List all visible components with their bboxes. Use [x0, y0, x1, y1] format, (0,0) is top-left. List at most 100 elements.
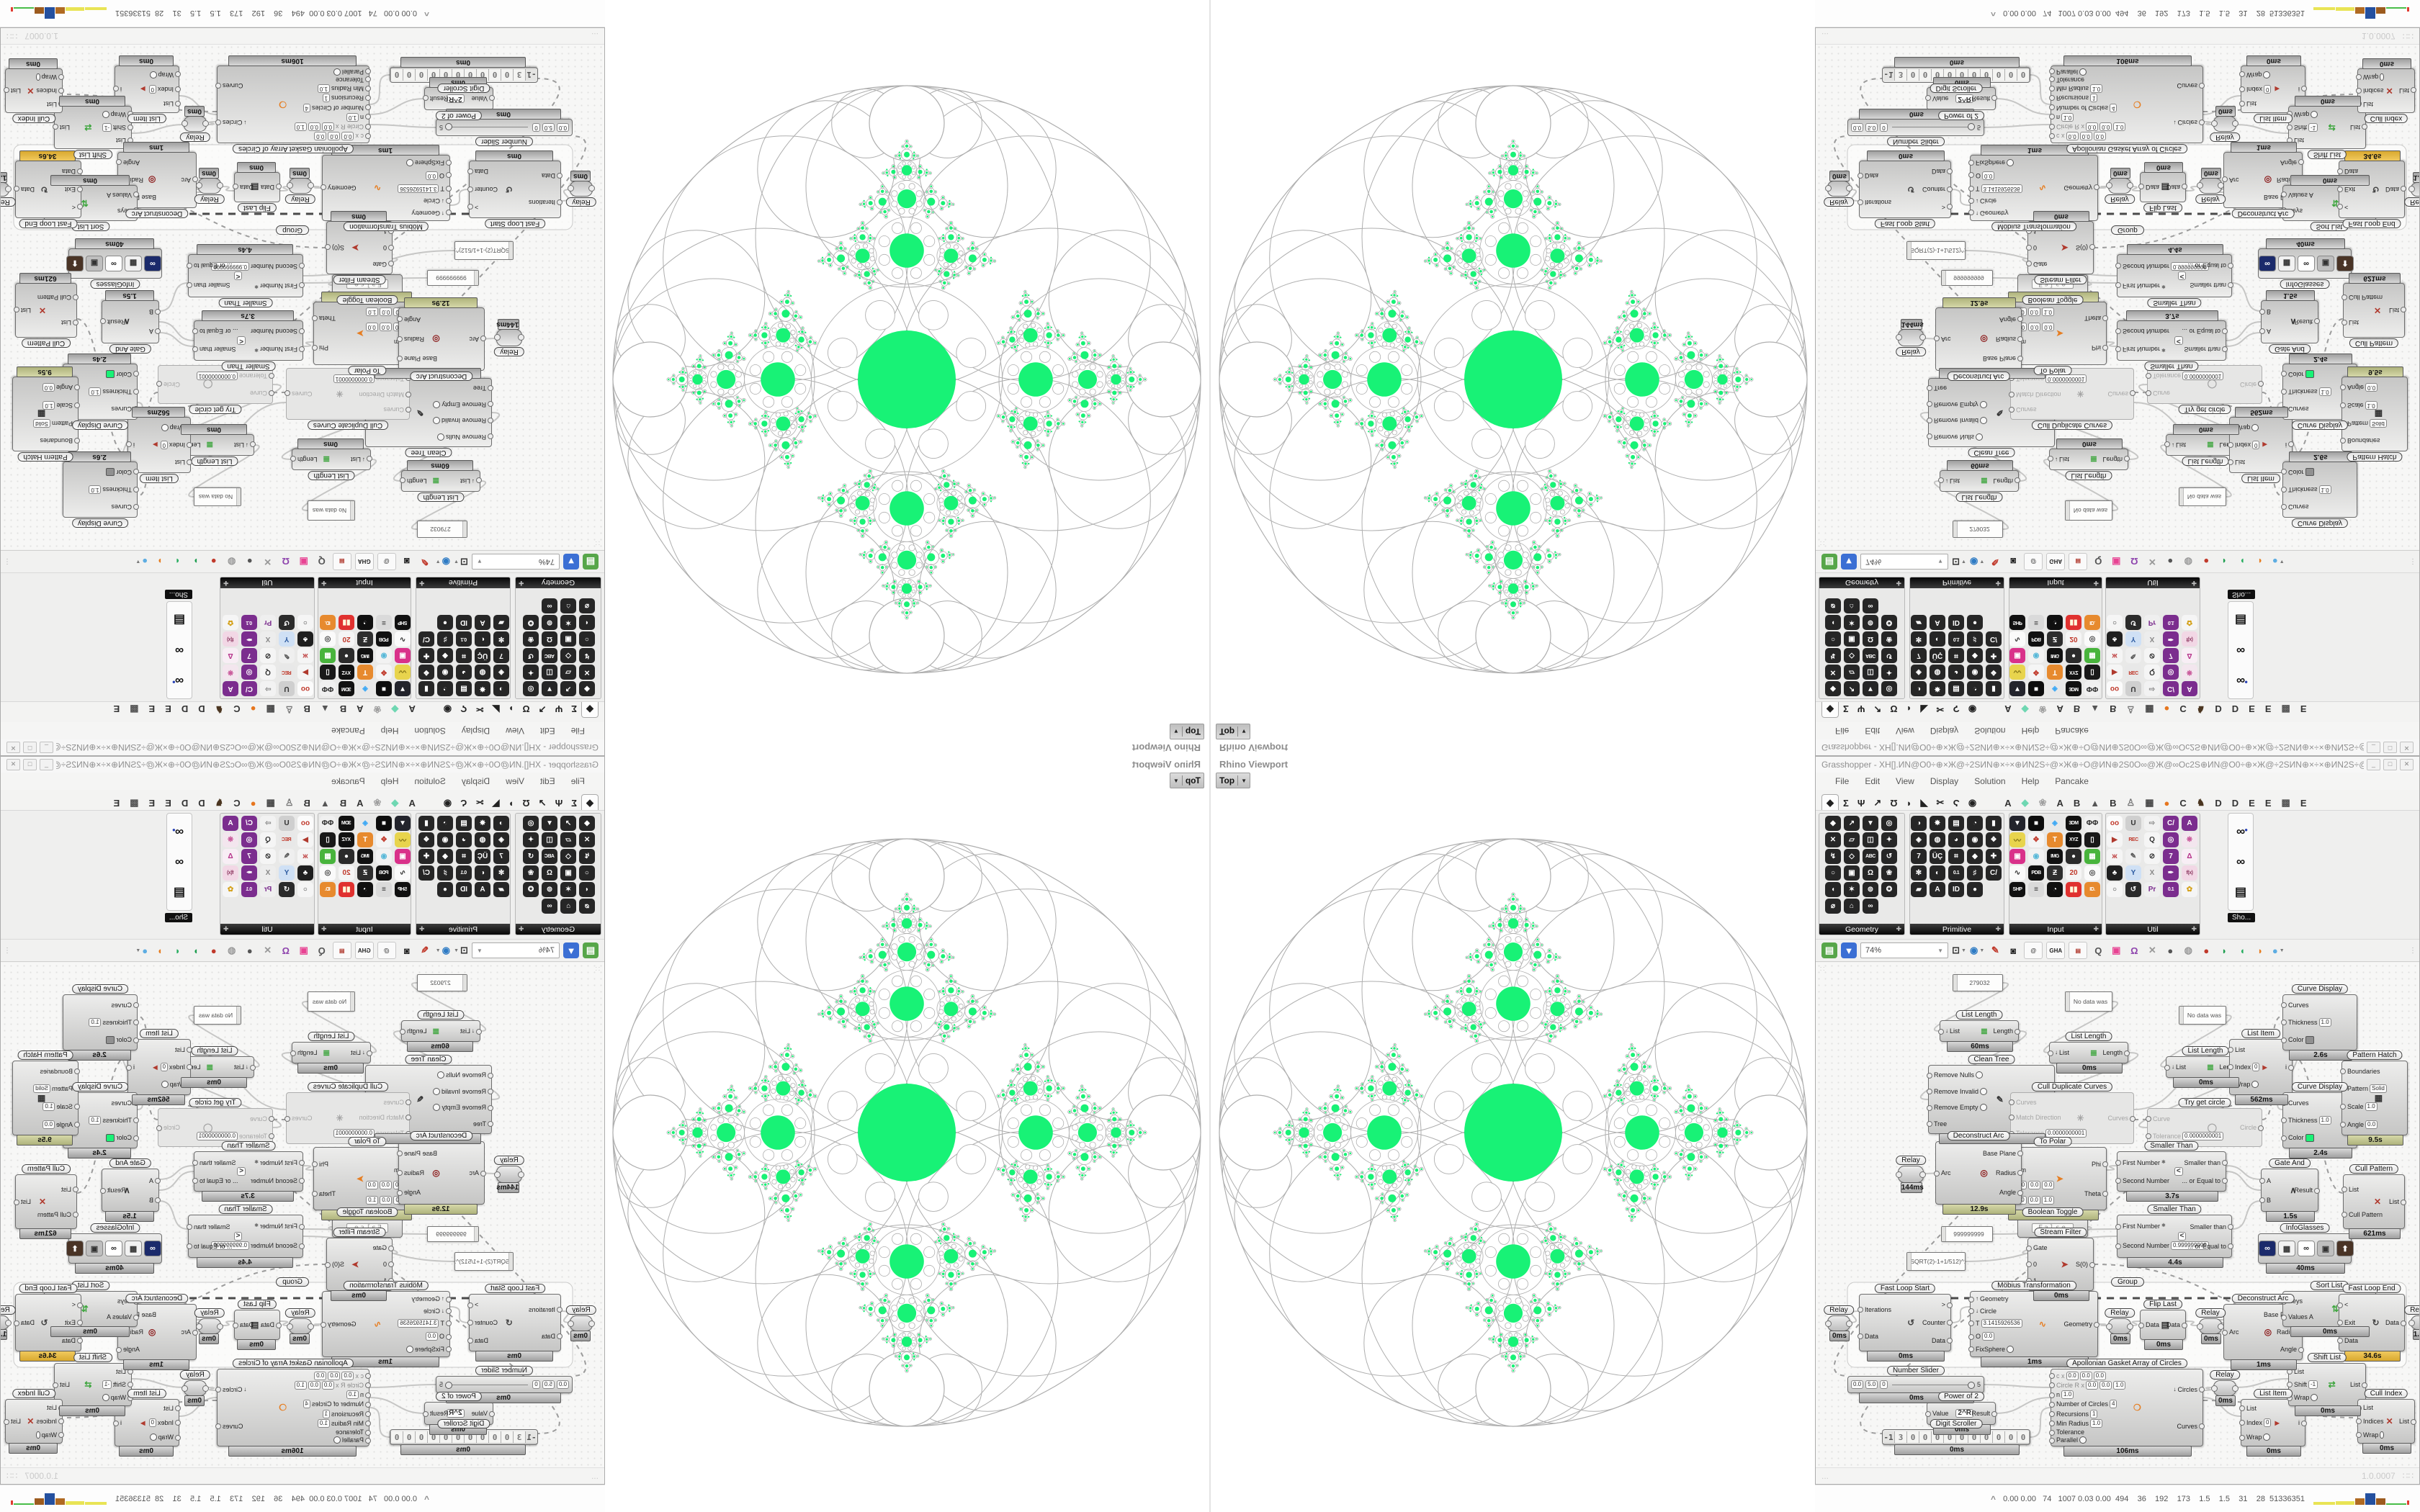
- component-icon[interactable]: ◇: [560, 648, 576, 663]
- component-icon[interactable]: T: [2047, 665, 2063, 680]
- gh-node-relay-m2[interactable]: Relay 0ms: [2195, 1308, 2226, 1344]
- tab-plugin-15[interactable]: E: [148, 703, 156, 714]
- component-icon[interactable]: ◈: [1911, 832, 1927, 847]
- gh-node-shift-list[interactable]: List Shift -1 Wrap ⇄ List Shift List 0ms: [2288, 96, 2366, 159]
- gh-node-deconstruct-arc-1[interactable]: Arc ◎ Base Plane Radius Angle Deconstruct Arc…: [398, 1131, 485, 1215]
- gh-node-list-length-1[interactable]: ↓ List ≣ Length List Length 60ms: [401, 460, 480, 502]
- component-icon[interactable]: ▮: [418, 816, 434, 831]
- component-icon[interactable]: ▦: [320, 648, 336, 663]
- gha-button[interactable]: GHA: [2046, 553, 2066, 570]
- gh-node-infoglasses[interactable]: ∞ ▦ ∞ ▣ ⬆ InfoGlasses 40ms: [66, 238, 162, 289]
- component-icon[interactable]: REC: [279, 665, 295, 680]
- toggle-circle-icon[interactable]: [1976, 433, 1984, 441]
- panel-label-input[interactable]: Input ✚: [2009, 577, 2102, 588]
- chevron-down-icon[interactable]: ▼: [1173, 728, 1179, 735]
- menu-item-solution[interactable]: Solution: [1974, 726, 2006, 736]
- component-icon[interactable]: ✻: [493, 631, 509, 647]
- rhino-viewport-pane[interactable]: Rhino Viewport Top ▼: [1210, 756, 1815, 1512]
- jacks-button[interactable]: ✕: [2145, 942, 2159, 958]
- component-icon[interactable]: Ƶ: [2047, 865, 2063, 881]
- component-icon[interactable]: ▣: [560, 865, 576, 881]
- value-chip[interactable]: 1.0: [89, 1115, 102, 1125]
- tab-plugin-12[interactable]: D: [198, 798, 205, 809]
- toggle-circle-icon[interactable]: [2251, 1081, 2259, 1089]
- component-icon[interactable]: 0.1: [2163, 882, 2179, 897]
- component-icon[interactable]: Ƶ: [357, 865, 373, 881]
- menu-item-display[interactable]: Display: [1930, 776, 1959, 786]
- component-icon[interactable]: ◎: [2084, 865, 2100, 881]
- component-icon[interactable]: ▰: [493, 882, 509, 897]
- info-icon[interactable]: ▦: [2278, 256, 2295, 271]
- component-icon[interactable]: ◈: [357, 681, 373, 696]
- digit-cell[interactable]: 0: [390, 69, 403, 81]
- gh-node-list-length-1[interactable]: ↓ List ≣ Length List Length 60ms: [1940, 460, 2019, 502]
- gh-node-apollonian-gasket[interactable]: c x 0.0 0.0 0.0 Circle R x 0.0 0.0 1.0 n 1.0 Numbe…: [217, 1359, 369, 1457]
- gh-node-flip-last[interactable]: Data ▤ Data Flip Last 0ms: [234, 162, 280, 212]
- tab-plugin-1[interactable]: ◆: [391, 704, 399, 715]
- gh-node-shift-list[interactable]: List Shift -1 Wrap ⇄ List Shift List 0ms: [2287, 1353, 2368, 1416]
- digit-cell[interactable]: -1: [525, 69, 537, 81]
- color-swatch[interactable]: [2305, 1035, 2314, 1044]
- tab-curve[interactable]: Ʊ: [1890, 798, 1898, 809]
- component-icon[interactable]: ○: [2107, 615, 2123, 630]
- tab-plugin-14[interactable]: E: [165, 703, 171, 714]
- gh-node-panel-sqrt[interactable]: (SQRT(2)-1+1/512)^1Panel: [454, 1252, 514, 1271]
- color-swatch[interactable]: [106, 1133, 115, 1142]
- tab-plugin-5[interactable]: ▲: [320, 798, 330, 809]
- info-icon[interactable]: ∞: [2298, 256, 2315, 271]
- open-button[interactable]: ▤: [1821, 554, 1837, 570]
- component-icon[interactable]: ▤: [1948, 816, 1964, 831]
- component-icon[interactable]: ✦: [523, 832, 539, 847]
- component-icon[interactable]: ▼: [395, 681, 411, 696]
- chevron-down-icon[interactable]: ▼: [1173, 777, 1179, 784]
- component-icon[interactable]: ❀: [1881, 865, 1897, 881]
- tab-transform[interactable]: Ϛ: [1953, 703, 1960, 714]
- zoom-extents-button[interactable]: ⊡ ▼: [454, 942, 468, 958]
- tab-mesh[interactable]: ◣: [1920, 797, 1928, 808]
- component-icon[interactable]: ✒: [241, 631, 257, 647]
- value-chip[interactable]: 0.999999999: [2171, 1241, 2209, 1250]
- gh-node-cull-index[interactable]: List Indices Wrap ✕ List Cull Index 0ms: [5, 58, 63, 123]
- value-chip[interactable]: 0.0000000001: [196, 1131, 238, 1140]
- tab-plugin-16[interactable]: ▩: [2281, 797, 2290, 808]
- component-icon[interactable]: XYZ: [339, 832, 354, 847]
- component-icon[interactable]: ✿: [223, 882, 238, 897]
- component-icon[interactable]: ID.: [2084, 615, 2100, 630]
- component-icon[interactable]: ✶: [1844, 615, 1860, 630]
- component-icon[interactable]: ◎: [2084, 631, 2100, 647]
- component-icon[interactable]: ▯: [320, 665, 336, 680]
- component-icon[interactable]: ΦΦ: [320, 816, 336, 831]
- gh-node-flip-last[interactable]: Data ▤ Data Flip Last 0ms: [2138, 1300, 2187, 1350]
- close-button[interactable]: ✕: [6, 742, 20, 753]
- menu-item-view[interactable]: View: [1896, 726, 1914, 736]
- gh-node-relay-loop-left[interactable]: Relay 0ms: [566, 171, 596, 207]
- toggle-circle-icon[interactable]: [405, 159, 413, 167]
- component-icon[interactable]: ↗: [1844, 816, 1860, 831]
- component-icon[interactable]: ◉: [437, 832, 453, 847]
- panel-expand-icon[interactable]: ✚: [2093, 580, 2099, 587]
- gh-node-flip-last[interactable]: Data ▤ Data Flip Last 0ms: [234, 1300, 280, 1350]
- gh-node-fast-loop-end[interactable]: < Exit Data ↻ Data Fast Loop End 34.6s: [15, 150, 81, 228]
- component-icon[interactable]: ♯: [437, 865, 453, 881]
- menu-item-pancake[interactable]: Pancake: [2055, 726, 2089, 736]
- component-icon[interactable]: XYZ: [339, 665, 354, 680]
- gh-node-flip-last[interactable]: Data ▤ Data Flip Last 0ms: [2140, 162, 2186, 212]
- minimize-button[interactable]: _: [2367, 759, 2380, 770]
- component-icon[interactable]: ▱: [560, 665, 576, 680]
- open-button[interactable]: ▤: [583, 554, 599, 570]
- component-icon[interactable]: ◍: [475, 665, 490, 680]
- tab-plugin-1[interactable]: ◆: [391, 797, 399, 808]
- component-icon[interactable]: IMG: [357, 648, 373, 663]
- sketch-button[interactable]: ✎: [1988, 942, 2002, 958]
- component-icon[interactable]: ●: [339, 648, 354, 663]
- toggle-circle-icon[interactable]: [433, 400, 441, 408]
- component-icon[interactable]: ◉: [2028, 648, 2044, 663]
- value-chip[interactable]: 0.0: [2042, 323, 2055, 332]
- component-icon[interactable]: ◇: [560, 849, 576, 864]
- component-icon[interactable]: SHP: [395, 615, 411, 630]
- component-icon[interactable]: ▣: [2009, 648, 2025, 663]
- preview-blue-sphere[interactable]: ● ▼: [135, 554, 149, 570]
- color-swatch[interactable]: [2305, 370, 2314, 379]
- tab-plugin-10[interactable]: C: [2179, 703, 2187, 714]
- toggle-circle-icon[interactable]: [2380, 73, 2384, 81]
